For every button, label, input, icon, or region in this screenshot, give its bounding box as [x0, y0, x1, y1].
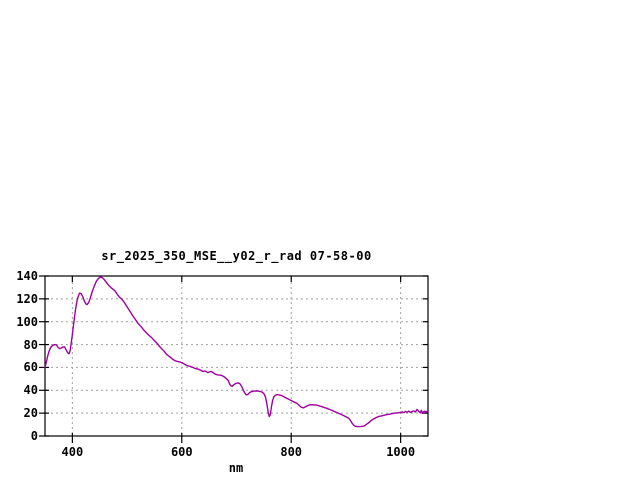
x-tick-label: 1000 [386, 445, 416, 459]
y-tick-label: 0 [30, 429, 38, 443]
y-tick-label: 100 [16, 314, 38, 329]
y-tick-label: 60 [23, 360, 38, 375]
chart-title: sr_2025_350_MSE__y02_r_rad 07-58-00 [101, 249, 372, 263]
y-tick-label: 20 [23, 406, 38, 421]
data-curve [44, 276, 429, 428]
x-axis-title: nm [228, 461, 244, 475]
y-tick-label: 40 [23, 383, 38, 398]
x-tick-label: 600 [170, 445, 193, 459]
x-tick-label: 800 [280, 445, 303, 459]
y-tick-label: 120 [16, 291, 38, 306]
y-tick-label: 80 [23, 337, 38, 352]
y-tick-label: 140 [16, 269, 38, 283]
plot-border [44, 275, 429, 437]
x-tick-label: 400 [61, 445, 84, 459]
